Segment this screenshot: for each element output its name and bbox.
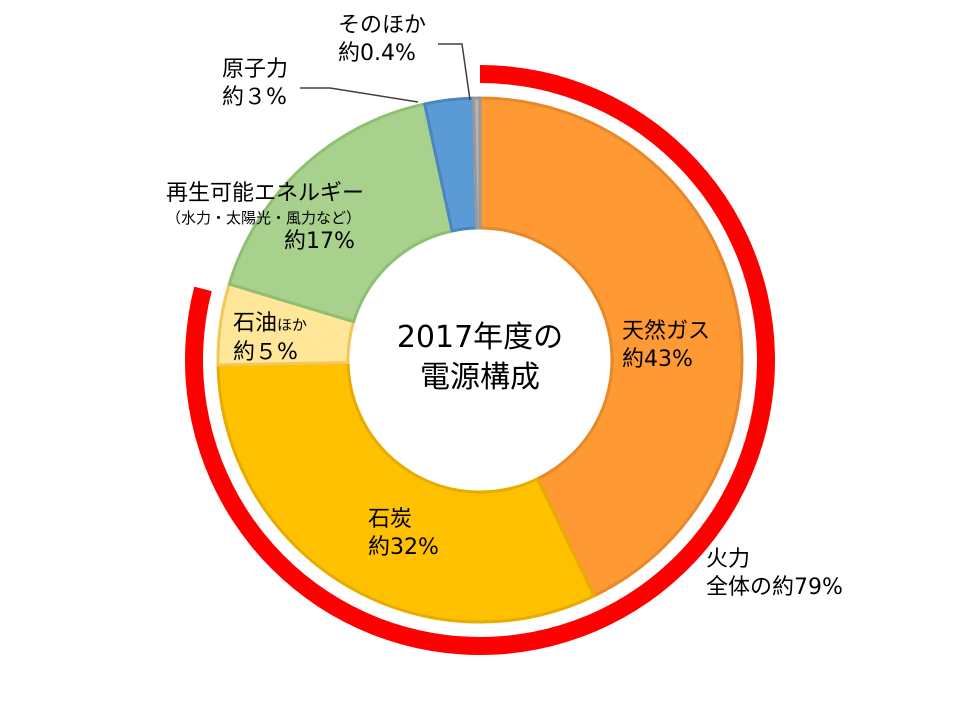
slice-renewable (227, 102, 454, 324)
label-oil-value: 約５% (233, 340, 298, 365)
label-thermal: 火力 全体の約79% (706, 546, 843, 602)
label-other-name: そのほか (338, 13, 427, 38)
label-nuclear-name: 原子力 (222, 57, 289, 82)
label-renewable: 再生可能エネルギー （水力・太陽光・風力など） 約17% (166, 180, 364, 256)
slice-group (216, 96, 744, 624)
chart-title: 2017年度の (396, 320, 564, 355)
label-coal-value: 約32% (368, 535, 439, 560)
label-renewable-name: 再生可能エネルギー (166, 181, 365, 206)
label-coal: 石炭 約32% (368, 506, 439, 562)
chart-title-line2: 電源構成 (420, 360, 540, 395)
slice-coal (216, 360, 596, 624)
label-oil: 石油ほか 約５% (233, 310, 307, 367)
slice-natural-gas (478, 96, 744, 598)
leader-line-nuclear (300, 87, 419, 103)
label-thermal-value: 全体の約79% (706, 575, 843, 600)
label-natural-gas-value: 約43% (622, 347, 693, 372)
label-nuclear-value: 約３% (222, 85, 287, 110)
label-renewable-value: 約17% (284, 229, 355, 254)
label-other-value: 約0.4% (338, 41, 416, 66)
label-coal-name: 石炭 (368, 507, 413, 532)
label-oil-name: 石油 (233, 311, 278, 336)
label-natural-gas: 天然ガス 約43% (622, 318, 710, 374)
donut-hole (350, 230, 610, 490)
label-thermal-name: 火力 (706, 547, 751, 572)
label-renewable-sub: （水力・太陽光・風力など） (166, 209, 362, 227)
label-nuclear: 原子力 約３% (222, 56, 288, 112)
label-natural-gas-name: 天然ガス (622, 319, 711, 344)
label-oil-suffix: ほか (277, 316, 308, 334)
slice-other (471, 96, 482, 230)
leader-lines (300, 43, 471, 103)
leader-line-other (438, 43, 471, 101)
chart-center-title: 2017年度の 電源構成 (360, 318, 600, 398)
label-other: そのほか 約0.4% (338, 12, 426, 68)
